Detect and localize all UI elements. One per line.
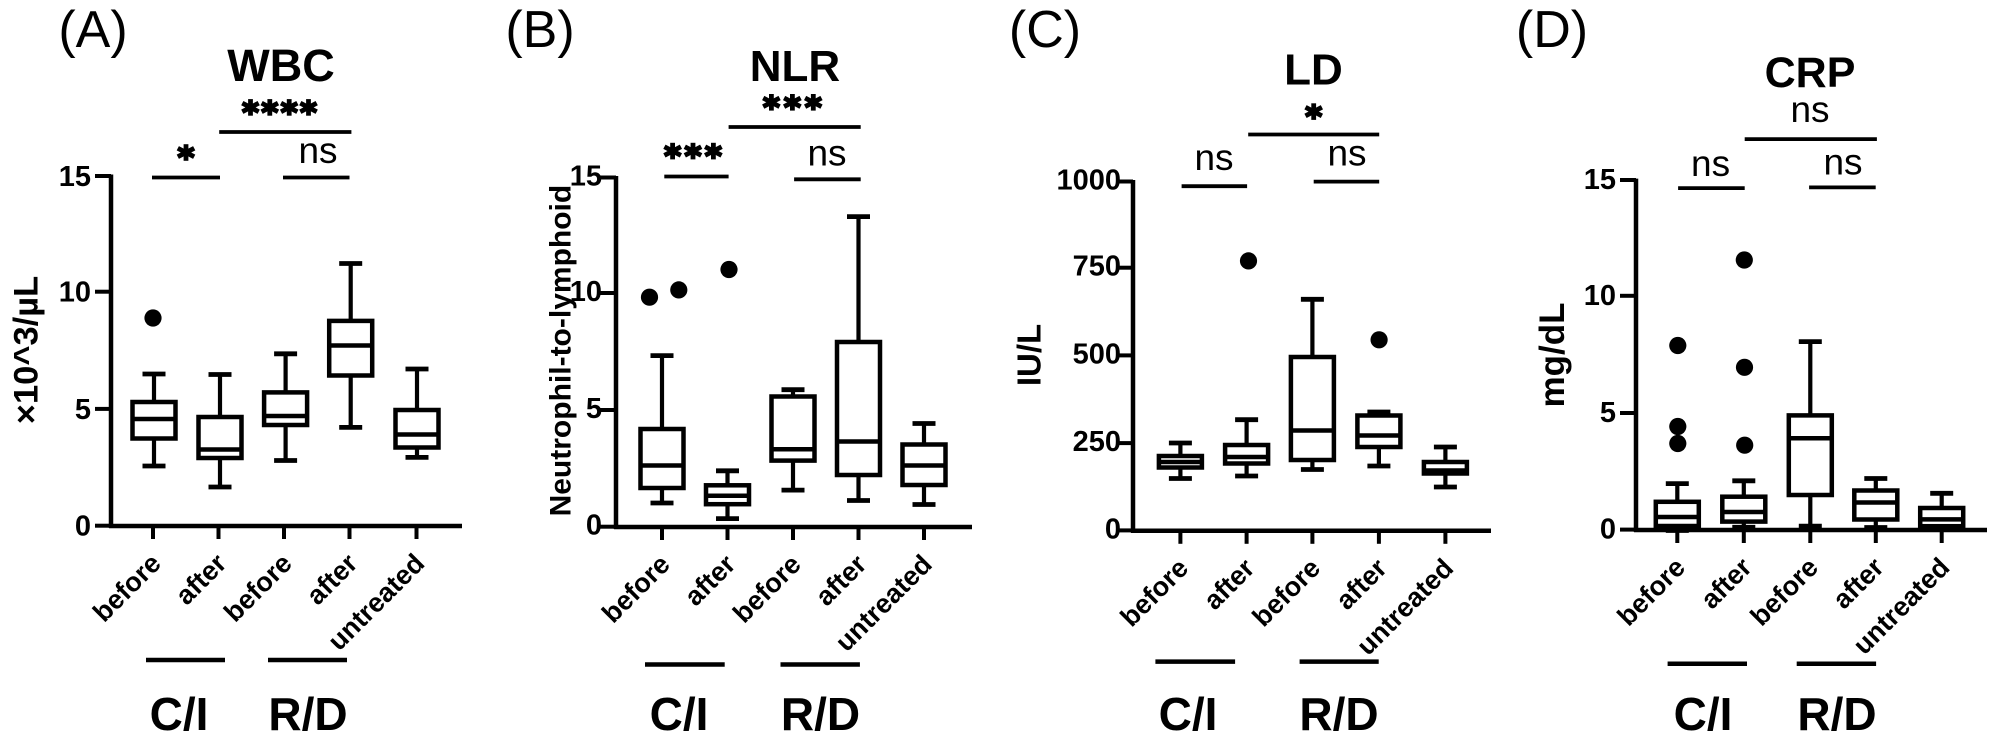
svg-text:0: 0 xyxy=(586,510,602,542)
svg-text:ns: ns xyxy=(1823,142,1862,183)
svg-text:15: 15 xyxy=(59,161,91,193)
svg-text:(B): (B) xyxy=(505,1,574,59)
svg-text:CRP: CRP xyxy=(1765,49,1856,97)
svg-text:×10^3/µL: ×10^3/µL xyxy=(8,276,46,424)
svg-text:5: 5 xyxy=(1600,397,1616,429)
svg-text:C/I: C/I xyxy=(150,688,209,740)
svg-text:IU/L: IU/L xyxy=(1011,324,1048,386)
svg-text:WBC: WBC xyxy=(227,40,334,91)
svg-text:R/D: R/D xyxy=(781,688,860,740)
svg-text:0: 0 xyxy=(75,511,91,543)
svg-text:ns: ns xyxy=(1691,143,1730,184)
svg-text:ns: ns xyxy=(1790,89,1829,130)
svg-text:ns: ns xyxy=(807,133,846,174)
svg-text:C/I: C/I xyxy=(650,688,709,740)
svg-text:(C): (C) xyxy=(1009,1,1081,59)
svg-text:Neutrophil-to-lymphoid: Neutrophil-to-lymphoid xyxy=(545,185,578,517)
svg-text:C/I: C/I xyxy=(1159,688,1218,740)
svg-text:15: 15 xyxy=(1584,164,1616,196)
svg-text:15: 15 xyxy=(570,161,602,193)
svg-text:(A): (A) xyxy=(58,1,127,59)
svg-text:R/D: R/D xyxy=(1299,688,1378,740)
svg-text:250: 250 xyxy=(1073,426,1121,458)
svg-text:mg/dL: mg/dL xyxy=(1533,303,1572,408)
svg-text:5: 5 xyxy=(586,393,602,425)
svg-text:NLR: NLR xyxy=(750,42,840,91)
svg-text:0: 0 xyxy=(1105,513,1121,545)
svg-text:5: 5 xyxy=(75,394,91,426)
svg-text:R/D: R/D xyxy=(268,688,347,740)
svg-text:ns: ns xyxy=(298,130,337,171)
svg-text:500: 500 xyxy=(1073,338,1121,370)
svg-text:0: 0 xyxy=(1600,514,1616,546)
svg-text:ns: ns xyxy=(1194,137,1233,178)
svg-text:(D): (D) xyxy=(1516,1,1588,59)
svg-text:10: 10 xyxy=(1584,280,1616,312)
svg-text:10: 10 xyxy=(59,277,91,309)
svg-text:R/D: R/D xyxy=(1797,688,1876,740)
svg-text:ns: ns xyxy=(1327,133,1366,174)
svg-text:1000: 1000 xyxy=(1056,165,1121,197)
svg-text:10: 10 xyxy=(570,276,602,308)
svg-text:750: 750 xyxy=(1073,251,1121,283)
svg-text:C/I: C/I xyxy=(1674,688,1733,740)
svg-text:LD: LD xyxy=(1284,46,1343,95)
